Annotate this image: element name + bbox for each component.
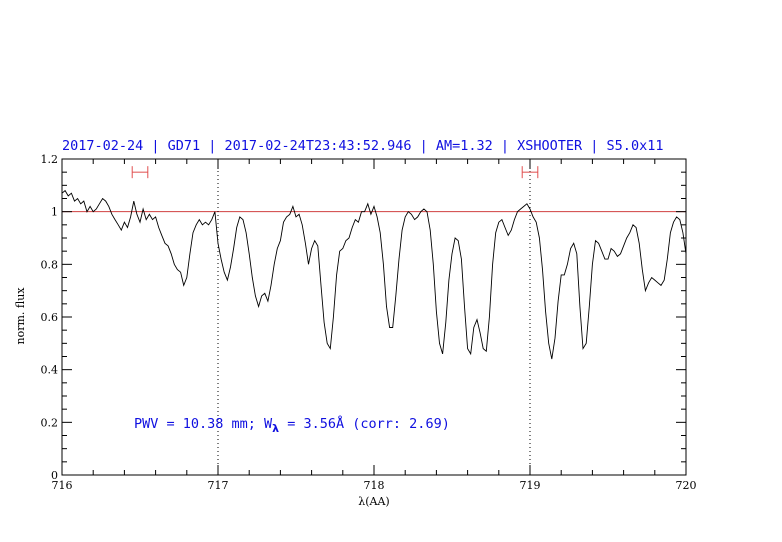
pwv-annotation: PWV = 10.38 mm; Wλ = 3.56Å (corr: 2.69)	[134, 415, 450, 435]
interval-marker-0	[131, 166, 149, 179]
annotation-prefix: PWV = 10.38 mm; W	[134, 416, 273, 432]
y-tick-label: 0.6	[41, 311, 59, 324]
axes: 716 717 718 719 720 0 0.2 0.4 0.6 0.8 1 1.2	[41, 153, 697, 492]
annotation-subscript: λ	[272, 422, 279, 435]
y-tick-label: 1	[51, 206, 58, 219]
flux-series-line-0	[61, 189, 687, 360]
y-tick-label: 0.2	[41, 416, 59, 429]
x-tick-label: 720	[676, 479, 697, 492]
y-tick-label: 0.8	[41, 258, 59, 271]
chart-title: 2017-02-24 | GD71 | 2017-02-24T23:43:52.…	[62, 138, 663, 154]
x-tick-label: 716	[52, 479, 73, 492]
plot-area	[61, 159, 687, 475]
interval-marker-1	[521, 166, 539, 179]
annotation-suffix: = 3.56Å (corr: 2.69)	[279, 415, 450, 432]
y-tick-label: 0	[51, 469, 58, 482]
y-axis-label: norm. flux	[14, 287, 27, 345]
y-tick-label: 0.4	[41, 364, 59, 377]
x-axis-label: λ(AA)	[358, 495, 389, 508]
y-tick-label: 1.2	[41, 153, 59, 166]
x-tick-label: 717	[208, 479, 229, 492]
x-tick-label: 718	[364, 479, 385, 492]
x-tick-label: 719	[520, 479, 541, 492]
